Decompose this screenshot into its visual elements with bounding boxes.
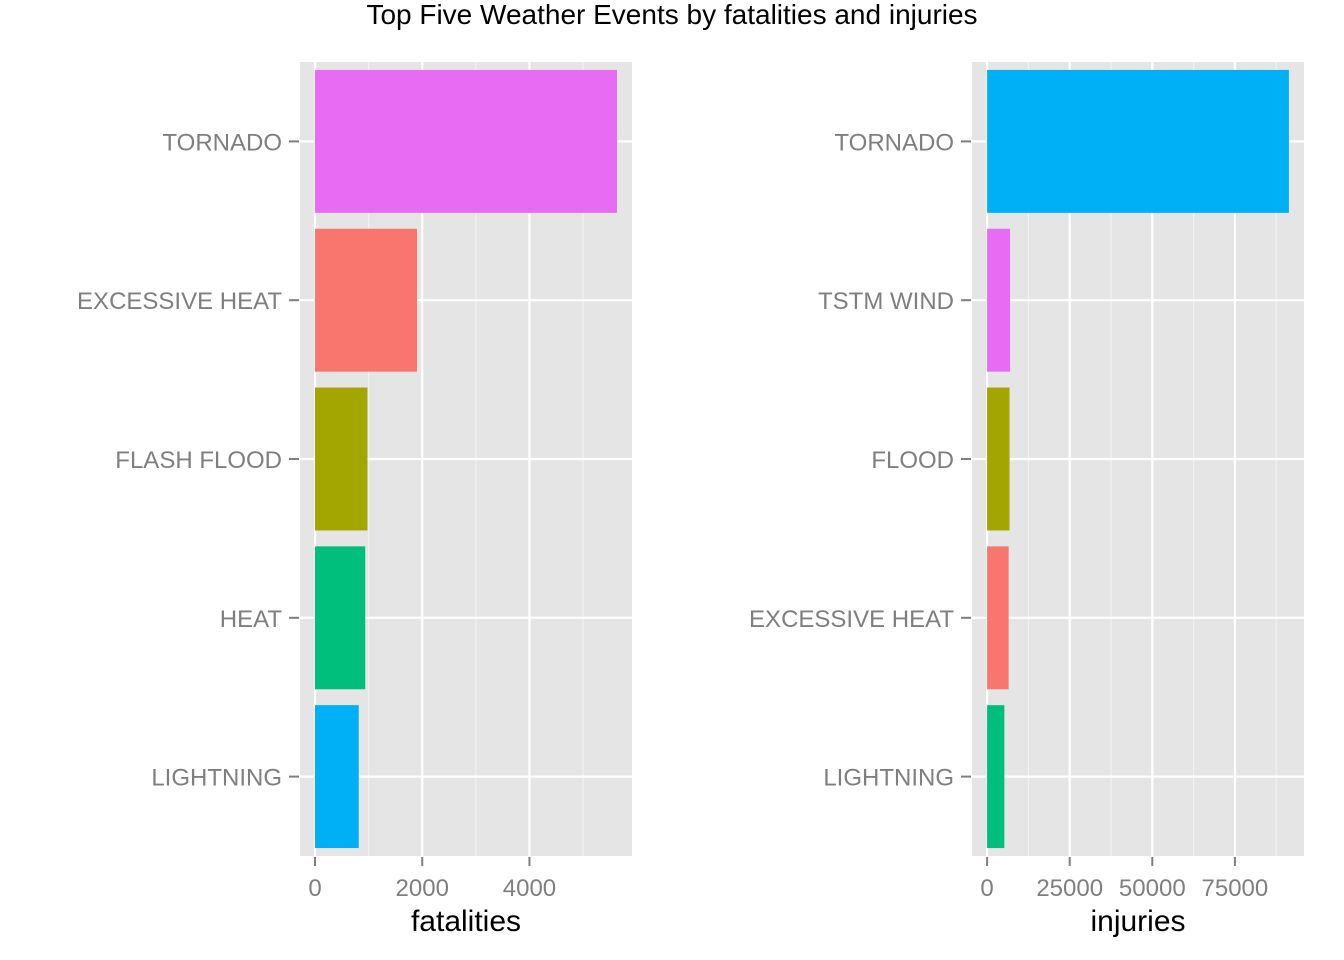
x-tick-label: 50000 [1119, 875, 1186, 902]
y-tick-label: FLOOD [871, 447, 954, 474]
y-tick-label: LIGHTNING [151, 765, 282, 792]
bar-heat [315, 546, 366, 690]
y-tick-label: LIGHTNING [823, 765, 954, 792]
bar-tstm-wind [987, 228, 1011, 372]
bar-tornado [315, 69, 617, 213]
chart-panel-1: TORNADO EXCESSIVE HEAT FLASH FLOOD HEAT LIGH… [77, 62, 632, 938]
y-tick-label: EXCESSIVE HEAT [77, 288, 282, 315]
x-tick-label: 0 [308, 875, 321, 902]
y-tick-label: TSTM WIND [818, 288, 954, 315]
chart-title: Top Five Weather Events by fatalities an… [366, 0, 978, 30]
x-axis-title: fatalities [411, 905, 521, 938]
chart-panel-2: TORNADO TSTM WIND FLOOD EXCESSIVE HEAT LIGHT… [749, 62, 1304, 938]
y-tick-label: TORNADO [162, 129, 282, 156]
y-tick-label: TORNADO [834, 129, 954, 156]
x-tick-label: 25000 [1036, 875, 1103, 902]
y-tick-label: HEAT [220, 606, 283, 633]
bar-flash-flood [315, 387, 368, 531]
x-tick-label: 0 [980, 875, 993, 902]
x-tick-label: 75000 [1202, 875, 1269, 902]
bar-excessive-heat [315, 228, 418, 372]
y-tick-label: FLASH FLOOD [115, 447, 282, 474]
y-tick-label: EXCESSIVE HEAT [749, 606, 954, 633]
x-tick-label: 2000 [396, 875, 449, 902]
bar-excessive-heat [987, 546, 1009, 690]
x-tick-label: 4000 [503, 875, 556, 902]
bar-flood [987, 387, 1010, 531]
x-axis-title: injuries [1090, 905, 1185, 938]
bar-tornado [987, 69, 1289, 213]
bar-lightning [315, 705, 359, 849]
bar-lightning [987, 705, 1005, 849]
